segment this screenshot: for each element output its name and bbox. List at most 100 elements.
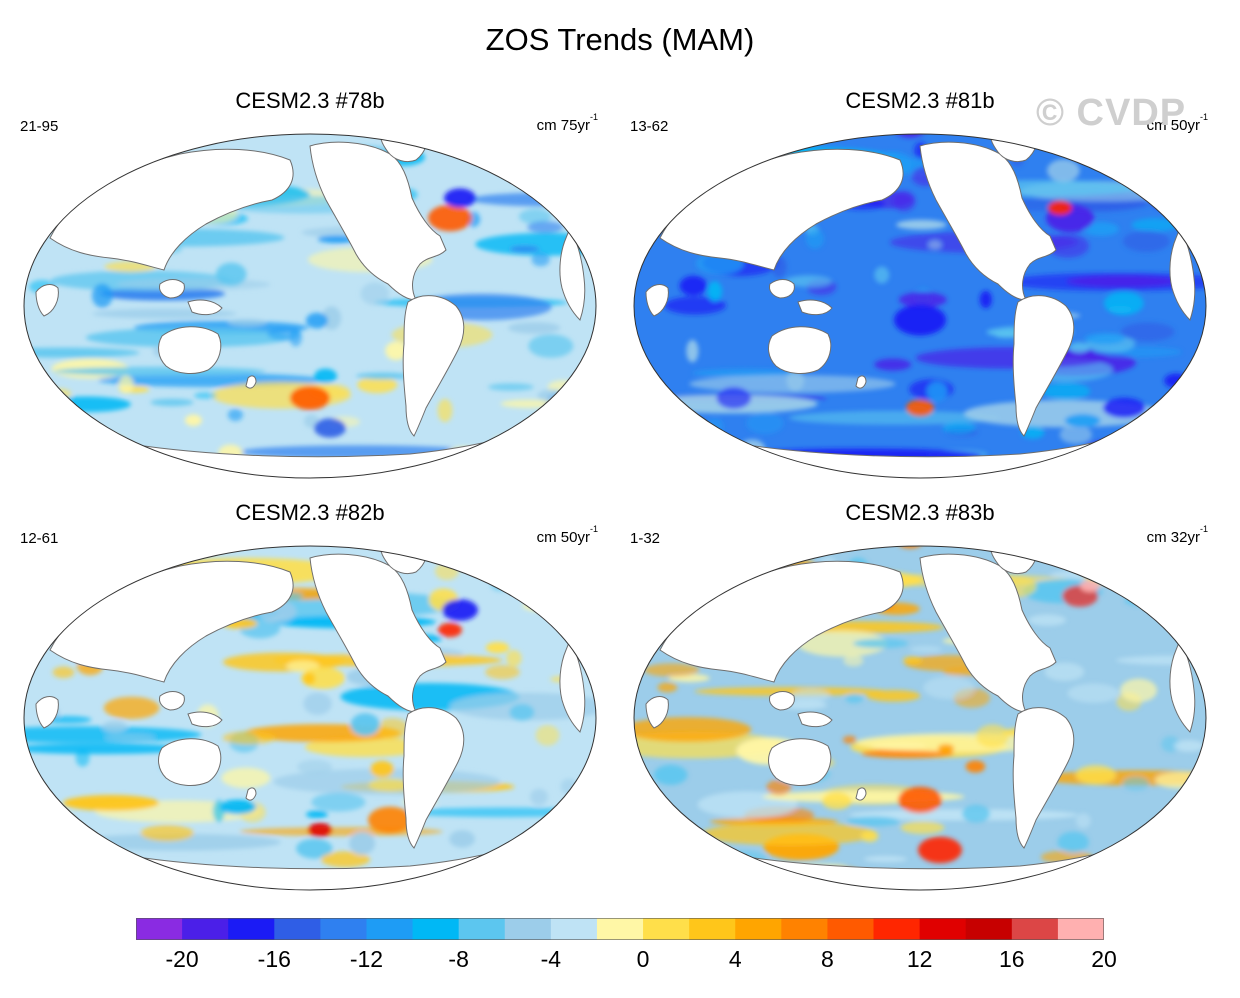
- colorbar-labels: -20 -16 -12 -8 -4 0 4 8 12 16 20: [136, 946, 1116, 976]
- colorbar-tick-label: 0: [636, 946, 650, 972]
- colorbar-tick-label: -16: [257, 946, 291, 972]
- colorbar-tick-label: 4: [728, 946, 742, 972]
- landmass: [1169, 638, 1196, 733]
- colorbar: [136, 918, 1104, 940]
- colorbar-segment: [965, 918, 1013, 940]
- panel-title: CESM2.3 #78b: [235, 88, 385, 113]
- panel-year-range: 12-61: [20, 530, 59, 547]
- landmass: [158, 326, 222, 374]
- landmass: [659, 148, 904, 271]
- panel-units: cm 50yr-1: [536, 524, 598, 546]
- robinson-map: [23, 545, 597, 891]
- colorbar-segment: [1057, 918, 1104, 940]
- landmass: [402, 295, 465, 437]
- colorbar-tick-label: -12: [349, 946, 384, 972]
- colorbar-tick-label: 8: [821, 946, 834, 972]
- ocean-field: [24, 546, 596, 890]
- map-border: [633, 545, 1207, 891]
- robinson-map: [633, 133, 1207, 479]
- landmass: [187, 299, 223, 316]
- colorbar-segment: [689, 918, 736, 940]
- colorbar-segment: [827, 918, 875, 940]
- landmass: [35, 696, 59, 729]
- colorbar-tick-label: 16: [999, 946, 1025, 972]
- landmass: [158, 738, 222, 786]
- colorbar-tick-label: -20: [165, 946, 199, 972]
- landmass: [1169, 226, 1196, 321]
- colorbar-segment: [136, 918, 183, 940]
- landmass: [769, 279, 795, 299]
- map-panel-81b: CESM2.3 #81b 13-62 cm 50yr-1: [620, 88, 1220, 488]
- landmass: [187, 711, 223, 728]
- landmass: [645, 696, 669, 729]
- landmass: [768, 326, 832, 374]
- landmass: [855, 787, 867, 801]
- landmass: [797, 299, 833, 316]
- panel-title: CESM2.3 #82b: [235, 500, 385, 525]
- landmass: [559, 638, 586, 733]
- landmass: [245, 787, 257, 801]
- colorbar-segment: [182, 918, 229, 940]
- landmass: [659, 560, 904, 683]
- colorbar-tick-label: -4: [540, 946, 562, 972]
- landmass: [159, 691, 185, 711]
- watermark: © CVDP: [1036, 92, 1187, 134]
- map-border: [23, 133, 597, 479]
- colorbar-segment: [735, 918, 782, 940]
- landmass: [559, 226, 586, 321]
- colorbar-tick-label: 12: [906, 946, 933, 972]
- landmass: [797, 711, 833, 728]
- colorbar-segment: [228, 918, 275, 940]
- landmass: [919, 553, 1057, 713]
- colorbar-segment: [504, 918, 552, 940]
- colorbar-tick-label: 20: [1091, 946, 1117, 972]
- colorbar-tick-label: -8: [448, 946, 469, 972]
- landmass: [919, 141, 1057, 301]
- colorbar-segment: [643, 918, 690, 940]
- landmass: [402, 707, 465, 849]
- figure-title: ZOS Trends (MAM): [485, 22, 755, 57]
- panel-year-range: 21-95: [20, 118, 59, 135]
- robinson-map: [633, 545, 1207, 891]
- colorbar-segment: [412, 918, 460, 940]
- map-panel-82b: CESM2.3 #82b 12-61 cm 50yr-1: [10, 500, 610, 900]
- panel-title: CESM2.3 #83b: [845, 500, 995, 525]
- map-border: [23, 545, 597, 891]
- panel-units: cm 50yr-1: [1146, 112, 1208, 134]
- landmass: [1012, 707, 1075, 849]
- panel-year-range: 1-32: [630, 530, 661, 547]
- colorbar-segment: [1011, 918, 1059, 940]
- landmass: [768, 738, 832, 786]
- colorbar-segment: [781, 918, 828, 940]
- landmass: [245, 375, 257, 389]
- landmass: [159, 279, 185, 299]
- panel-title: CESM2.3 #81b: [845, 88, 995, 113]
- landmass: [35, 284, 59, 317]
- landmass: [855, 375, 867, 389]
- colorbar-segment: [550, 918, 598, 940]
- landmass: [309, 553, 447, 713]
- panel-units: cm 75yr-1: [536, 112, 598, 134]
- landmass: [49, 560, 294, 683]
- colorbar-segment: [320, 918, 367, 940]
- colorbar-segment: [274, 918, 321, 940]
- robinson-map: [23, 133, 597, 479]
- landmass: [309, 141, 447, 301]
- ocean-field: [24, 134, 596, 478]
- panel-units: cm 32yr-1: [1146, 524, 1208, 546]
- ocean-field: [634, 546, 1206, 890]
- map-panel-83b: CESM2.3 #83b 1-32 cm 32yr-1: [620, 500, 1220, 900]
- colorbar-segment: [596, 918, 644, 940]
- colorbar-segment: [458, 918, 506, 940]
- colorbar-segment: [366, 918, 414, 940]
- landmass: [645, 284, 669, 317]
- colorbar-segment: [919, 918, 967, 940]
- map-panel-78b: CESM2.3 #78b 21-95 cm 75yr-1: [10, 88, 610, 488]
- landmass: [1012, 295, 1075, 437]
- ocean-field: [634, 134, 1206, 478]
- panel-year-range: 13-62: [630, 118, 669, 135]
- colorbar-segment: [873, 918, 921, 940]
- landmass: [49, 148, 294, 271]
- map-border: [633, 133, 1207, 479]
- landmass: [769, 691, 795, 711]
